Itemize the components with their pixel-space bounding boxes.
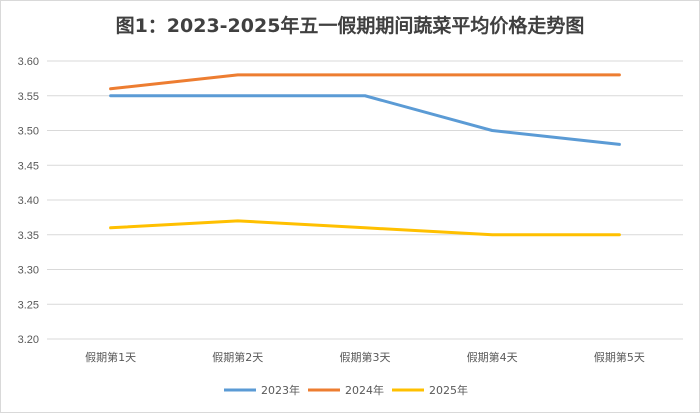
y-tick-label: 3.45 xyxy=(18,160,39,172)
x-tick-label: 假期第3天 xyxy=(340,350,391,364)
legend-label: 2025年 xyxy=(429,383,468,397)
series-line-1 xyxy=(109,94,621,146)
x-tick-label: 假期第5天 xyxy=(594,350,645,364)
legend: 2023年 2024年 2025年 xyxy=(224,383,468,397)
x-axis-categories: 假期第1天 假期第2天 假期第3天 假期第4天 假期第5天 xyxy=(85,350,645,364)
x-tick-label: 假期第2天 xyxy=(212,350,263,364)
y-tick-label: 3.35 xyxy=(18,230,39,242)
series-line-2 xyxy=(109,73,621,91)
series-lines xyxy=(109,73,621,237)
x-tick-label: 假期第1天 xyxy=(85,350,136,364)
y-axis-ticks: 3.20 3.25 3.30 3.35 3.40 3.45 3.50 3.55 3.60 xyxy=(18,56,39,346)
y-tick-label: 3.20 xyxy=(18,334,39,346)
legend-label: 2024年 xyxy=(345,383,384,397)
y-tick-label: 3.40 xyxy=(18,195,39,207)
y-tick-label: 3.25 xyxy=(18,299,39,311)
y-tick-label: 3.55 xyxy=(18,91,39,103)
y-tick-label: 3.30 xyxy=(18,265,39,277)
y-tick-label: 3.60 xyxy=(18,56,39,68)
legend-label: 2023年 xyxy=(261,383,300,397)
chart-title: 图1：2023-2025年五一假期期间蔬菜平均价格走势图 xyxy=(116,14,585,37)
gridlines xyxy=(47,60,683,340)
x-tick-label: 假期第4天 xyxy=(467,350,518,364)
y-tick-label: 3.50 xyxy=(18,126,39,138)
